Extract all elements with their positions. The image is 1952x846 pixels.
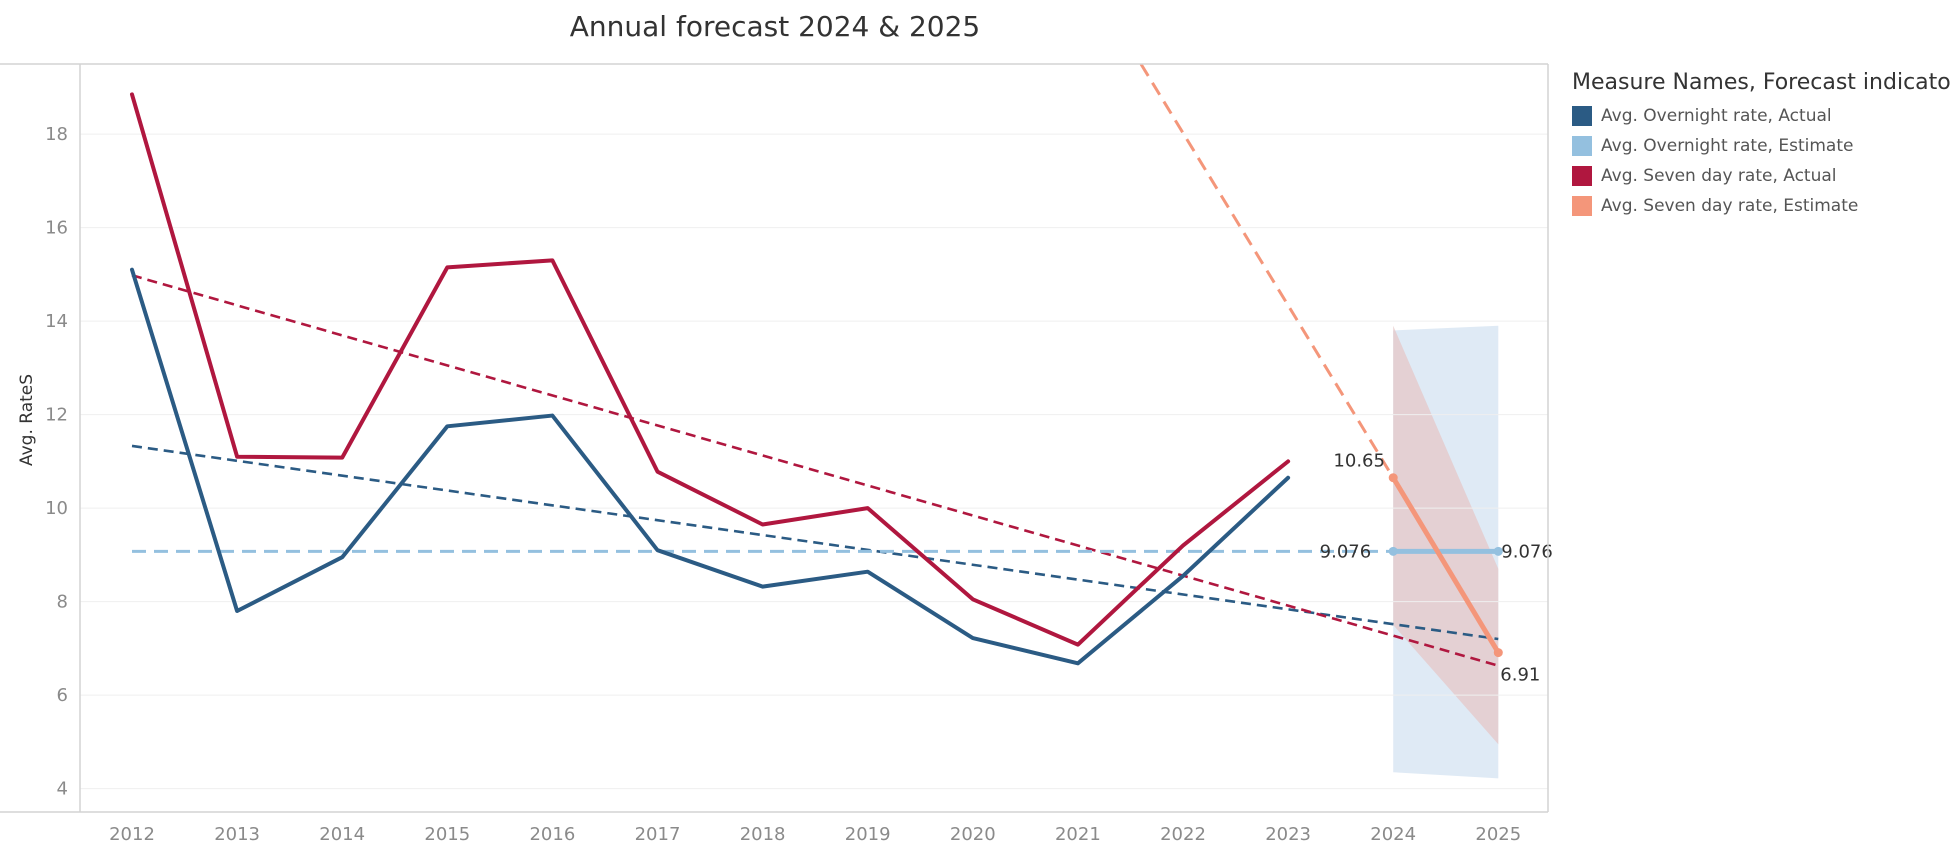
y-tick-label: 6 [57,685,68,706]
data-label: 9.076 [1501,541,1552,562]
legend: Measure Names, Forecast indicator Avg. O… [1572,70,1952,221]
legend-label: Avg. Seven day rate, Actual [1601,166,1837,186]
data-point [1388,546,1398,556]
series-line-3 [130,92,1291,647]
y-tick-label: 16 [45,218,68,239]
legend-title: Measure Names, Forecast indicator [1572,70,1952,95]
y-tick-label: 8 [57,592,68,613]
x-tick-label: 2015 [424,824,470,845]
data-label: 10.65 [1333,451,1385,472]
legend-item: Avg. Overnight rate, Actual [1572,101,1952,131]
y-tick-label: 14 [45,311,68,332]
line-chart: 9.076 9.076 10.65 6.91 4 6 8 10 12 14 16 18 2012 201… [0,63,1552,845]
legend-swatch [1572,196,1592,216]
series-lines [130,92,1503,666]
legend-swatch [1572,166,1592,186]
x-tick-label: 2019 [845,824,891,845]
data-point [1493,648,1503,658]
legend-label: Avg. Seven day rate, Estimate [1601,196,1859,216]
x-tick-label: 2021 [1055,824,1101,845]
trend-line-1 [131,444,1499,641]
x-tick-label: 2016 [529,824,575,845]
y-tick-label: 12 [45,405,68,426]
x-tick-label: 2014 [319,824,365,845]
chart-title: Annual forecast 2024 & 2025 [569,10,981,43]
x-tick-label: 2018 [740,824,786,845]
legend-label: Avg. Overnight rate, Estimate [1601,136,1854,156]
legend-item: Avg. Overnight rate, Estimate [1572,131,1952,161]
legend-item: Avg. Seven day rate, Estimate [1572,191,1952,221]
data-point [1493,546,1503,556]
x-tick-label: 2023 [1265,824,1311,845]
legend-swatch [1572,136,1592,156]
x-tick-label: 2022 [1160,824,1206,845]
y-tick-label: 4 [57,779,68,800]
x-tick-label: 2020 [950,824,996,845]
axes: 4 6 8 10 12 14 16 18 2012 2013 2014 2015 2016 2017 201… [0,63,1549,845]
y-axis-title: Avg. RateS [17,374,37,466]
series-line-4 [1390,475,1501,656]
x-tick-label: 2013 [214,824,260,845]
data-point [1388,473,1398,483]
grid-lines [80,133,1548,790]
forecast-band-2 [1393,325,1499,745]
legend-item: Avg. Seven day rate, Actual [1572,161,1952,191]
series-line-1 [130,267,1291,666]
trend-lines [131,64,1500,667]
legend-label: Avg. Overnight rate, Actual [1601,106,1832,126]
y-tick-label: 18 [45,124,68,145]
trend-line-2 [131,274,1499,667]
x-tick-label: 2025 [1475,824,1521,845]
y-tick-label: 10 [45,498,68,519]
x-tick-label: 2012 [109,824,155,845]
legend-swatch [1572,106,1592,126]
data-labels: 9.076 9.076 10.65 6.91 [1320,451,1552,686]
x-tick-label: 2024 [1370,824,1416,845]
data-label: 9.076 [1320,541,1372,562]
data-label: 6.91 [1500,665,1540,686]
x-tick-label: 2017 [635,824,681,845]
legend-items: Avg. Overnight rate, Actual Avg. Overnigh… [1572,101,1952,221]
